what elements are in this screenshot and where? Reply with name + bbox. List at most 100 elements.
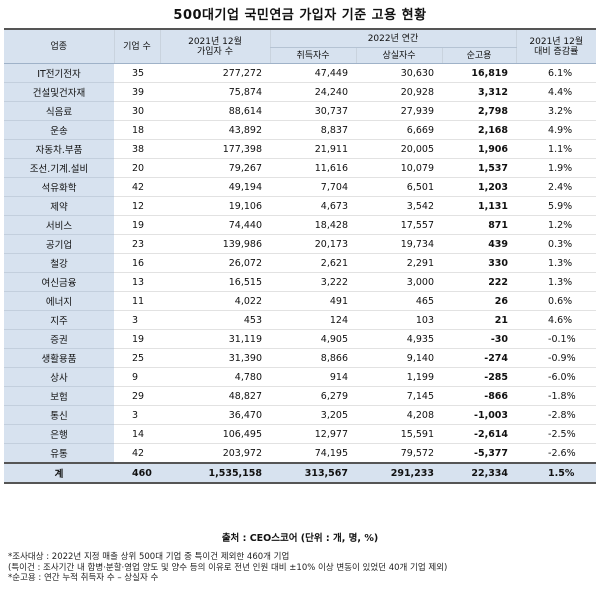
cell-hired: 8,866 (270, 348, 356, 368)
header-annual-2022: 2022년 연간 (269, 28, 517, 48)
cell-industry: 지주 (4, 310, 114, 330)
header-net: 순고용 (441, 47, 517, 64)
cell-companies: 3 (114, 310, 160, 330)
cell-lost: 4,935 (356, 329, 442, 349)
cell-net: -2,614 (442, 424, 517, 444)
cell-subscribers: 4,022 (160, 291, 270, 311)
table-row: 석유화학 42 49,194 7,704 6,501 1,203 2.4% (4, 177, 597, 197)
table-row: 지주 3 453 124 103 21 4.6% (4, 310, 597, 330)
table-row: 증권 19 31,119 4,905 4,935 -30 -0.1% (4, 329, 597, 349)
source-line: 출처 : CEO스코어 (단위 : 개, 명, %) (221, 533, 379, 544)
cell-lost: 3,000 (356, 272, 442, 292)
cell-hired: 74,195 (270, 443, 356, 464)
cell-subscribers: 26,072 (160, 253, 270, 273)
cell-hired: 124 (270, 310, 356, 330)
cell-subscribers: 177,398 (160, 139, 270, 159)
cell-industry: 서비스 (4, 215, 114, 235)
cell-subscribers: 4,780 (160, 367, 270, 387)
total-subscribers: 1,535,158 (160, 462, 270, 484)
total-companies: 460 (114, 462, 160, 484)
cell-industry: 생활용품 (4, 348, 114, 368)
cell-net: -30 (442, 329, 517, 349)
cell-net: 26 (442, 291, 517, 311)
cell-net: 1,131 (442, 196, 517, 216)
cell-rate: -2.6% (516, 443, 597, 464)
total-rate: 1.5% (516, 462, 597, 484)
cell-lost: 465 (356, 291, 442, 311)
cell-rate: 3.2% (516, 101, 597, 121)
cell-lost: 20,005 (356, 139, 442, 159)
cell-hired: 4,673 (270, 196, 356, 216)
cell-net: -866 (442, 386, 517, 406)
footnote-exclusion: (특이건 : 조사기간 내 합병·분할·영업 양도 및 양수 등의 이유로 전년… (8, 562, 448, 573)
cell-subscribers: 43,892 (160, 120, 270, 140)
cell-industry: 자동차.부품 (4, 139, 114, 159)
footnotes: *조사대상 : 2022년 지정 매출 상위 500대 기업 중 특이건 제외한… (8, 552, 598, 584)
cell-industry: 제약 (4, 196, 114, 216)
cell-industry: 석유화학 (4, 177, 114, 197)
cell-subscribers: 74,440 (160, 215, 270, 235)
cell-subscribers: 31,390 (160, 348, 270, 368)
cell-industry: 증권 (4, 329, 114, 349)
cell-subscribers: 139,986 (160, 234, 270, 254)
cell-hired: 11,616 (270, 158, 356, 178)
cell-subscribers: 453 (160, 310, 270, 330)
header-hired: 취득자수 (269, 47, 356, 64)
total-net: 22,334 (442, 462, 517, 484)
cell-hired: 12,977 (270, 424, 356, 444)
cell-subscribers: 88,614 (160, 101, 270, 121)
cell-hired: 491 (270, 291, 356, 311)
table-row: IT전기전자 35 277,272 47,449 30,630 16,819 6.1% (4, 63, 597, 83)
total-row: 계 460 1,535,158 313,567 291,233 22,334 1… (4, 462, 597, 484)
cell-industry: 철강 (4, 253, 114, 273)
cell-net: -5,377 (442, 443, 517, 464)
cell-industry: 건설및건자재 (4, 82, 114, 102)
cell-net: 1,906 (442, 139, 517, 159)
cell-subscribers: 16,515 (160, 272, 270, 292)
table-row: 운송 18 43,892 8,837 6,669 2,168 4.9% (4, 120, 597, 140)
table-row: 식음료 30 88,614 30,737 27,939 2,798 3.2% (4, 101, 597, 121)
cell-companies: 42 (114, 177, 160, 197)
cell-subscribers: 36,470 (160, 405, 270, 425)
cell-hired: 914 (270, 367, 356, 387)
cell-companies: 18 (114, 120, 160, 140)
cell-subscribers: 106,495 (160, 424, 270, 444)
cell-lost: 15,591 (356, 424, 442, 444)
cell-companies: 20 (114, 158, 160, 178)
cell-companies: 16 (114, 253, 160, 273)
cell-industry: 공기업 (4, 234, 114, 254)
cell-industry: 여신금융 (4, 272, 114, 292)
cell-rate: 4.9% (516, 120, 597, 140)
cell-companies: 23 (114, 234, 160, 254)
cell-hired: 3,222 (270, 272, 356, 292)
cell-net: -285 (442, 367, 517, 387)
cell-hired: 20,173 (270, 234, 356, 254)
cell-net: -1,003 (442, 405, 517, 425)
cell-rate: 1.9% (516, 158, 597, 178)
cell-net: 3,312 (442, 82, 517, 102)
cell-net: 1,203 (442, 177, 517, 197)
cell-hired: 47,449 (270, 63, 356, 83)
cell-rate: 0.3% (516, 234, 597, 254)
cell-net: 871 (442, 215, 517, 235)
cell-companies: 9 (114, 367, 160, 387)
cell-industry: 은행 (4, 424, 114, 444)
cell-companies: 35 (114, 63, 160, 83)
cell-industry: 에너지 (4, 291, 114, 311)
cell-net: 439 (442, 234, 517, 254)
cell-industry: 유통 (4, 443, 114, 464)
header-subscribers-line1: 2021년 12월 (188, 36, 242, 47)
table-row: 은행 14 106,495 12,977 15,591 -2,614 -2.5% (4, 424, 597, 444)
total-lost: 291,233 (356, 462, 442, 484)
cell-rate: -2.8% (516, 405, 597, 425)
table-row: 조선.기계.설비 20 79,267 11,616 10,079 1,537 1.9% (4, 158, 597, 178)
cell-subscribers: 31,119 (160, 329, 270, 349)
cell-companies: 30 (114, 101, 160, 121)
cell-subscribers: 75,874 (160, 82, 270, 102)
header-lost: 상실자수 (355, 47, 442, 64)
cell-net: 2,168 (442, 120, 517, 140)
table-header: 업종 기업 수 2021년 12월 가입자 수 2022년 연간 2021년 1… (4, 28, 597, 64)
cell-companies: 11 (114, 291, 160, 311)
cell-hired: 7,704 (270, 177, 356, 197)
cell-lost: 103 (356, 310, 442, 330)
